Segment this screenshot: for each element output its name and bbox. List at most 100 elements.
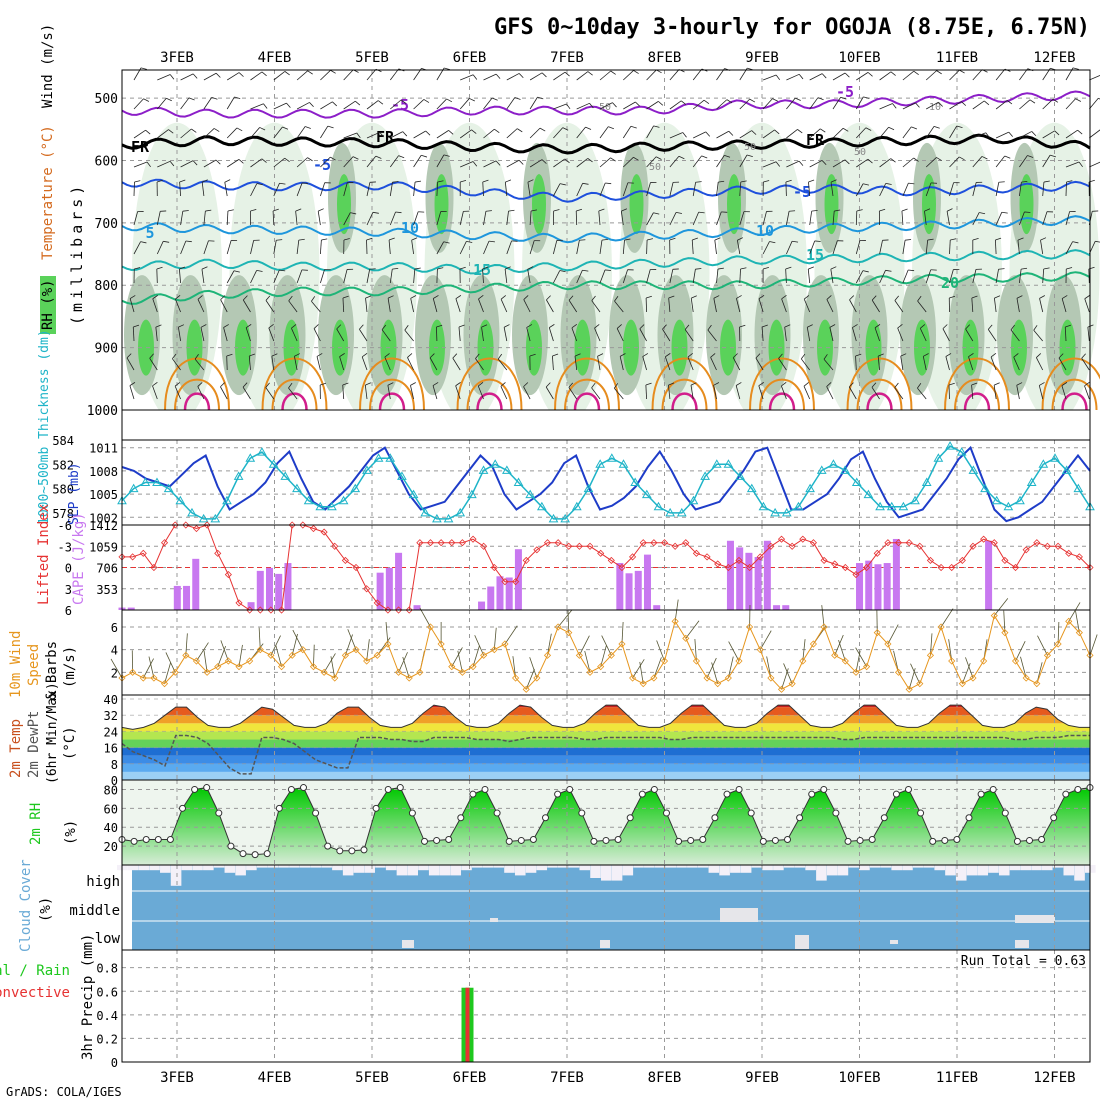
wind-barb-flag: [718, 180, 725, 183]
wind-barb: [942, 328, 950, 342]
li-point: [990, 539, 998, 547]
wind-barb: [917, 300, 927, 313]
surface-wind-barb: [110, 658, 123, 679]
li-point: [1011, 563, 1020, 572]
thickness-point: [688, 495, 699, 505]
bottom-day-label: 11FEB: [936, 1070, 978, 1086]
surface-wind-barb: [270, 635, 281, 656]
wind-barb-flag: [336, 324, 342, 330]
rh-point: [1001, 809, 1009, 817]
wind-barb: [296, 269, 303, 284]
wind-barb-flag: [304, 126, 311, 129]
wind-barb: [879, 158, 892, 168]
wind-barb: [917, 387, 927, 400]
wind-barb-flag: [1001, 211, 1008, 214]
rh-point: [626, 814, 634, 822]
rh-shade-dark: [574, 319, 591, 376]
li-point: [650, 539, 658, 547]
li-point: [597, 549, 605, 557]
wind-barb: [832, 240, 838, 255]
thickness-point: [676, 507, 687, 517]
wind-barb: [832, 159, 846, 168]
cloud-bar: [160, 865, 171, 873]
wind-barb: [949, 69, 960, 81]
wind-speed-point: [1033, 680, 1041, 688]
surface-wind-barb: [529, 657, 538, 679]
contour-label: 10: [929, 102, 941, 113]
thickness-point: [175, 495, 186, 505]
cloud-axis-label-text: Cloud Cover: [18, 859, 34, 952]
rh-shade-dark: [817, 319, 833, 376]
wind-barb: [762, 211, 767, 226]
wind-barb: [591, 300, 601, 313]
wind-barb-flag: [1078, 161, 1083, 168]
rh-point: [820, 785, 828, 793]
wind-barb-flag: [1021, 267, 1028, 270]
wind-barb: [548, 327, 554, 342]
wind-barb: [894, 387, 904, 400]
surface-wind-barb: [579, 635, 590, 656]
wind-barb: [320, 101, 333, 110]
wind-barb-flag: [200, 324, 207, 328]
cape-tick-label: 706: [96, 562, 118, 576]
pressure-tick-label: 800: [95, 279, 118, 294]
wind-barb: [1065, 241, 1073, 255]
isotherm-30: [1051, 378, 1098, 411]
thickness-point: [1038, 459, 1049, 468]
wind-barb: [925, 182, 932, 197]
slp-axis-label-text: SLP (mb): [67, 462, 82, 525]
surface-wind-barb: [766, 656, 772, 679]
wind-barb-flag: [913, 70, 919, 75]
wind-barb: [803, 298, 811, 313]
surface-wind-barb: [930, 633, 933, 656]
wind-barb: [336, 328, 345, 342]
cloud-bar: [525, 865, 537, 873]
top-day-label: 7FEB: [550, 50, 584, 66]
cloud-bar: [945, 865, 956, 876]
wind-barb-flag: [987, 324, 993, 330]
wind-barb-flag: [938, 101, 943, 107]
wind-speed-point: [501, 640, 509, 648]
cloud-bar: [289, 865, 300, 868]
li-point: [586, 542, 594, 550]
rh-point: [166, 836, 174, 843]
wind-barb-flag: [313, 324, 319, 329]
cloud-bar: [557, 865, 569, 868]
wind-barb: [785, 268, 787, 284]
wind-barb: [179, 182, 181, 197]
wind-speed-point: [320, 668, 328, 676]
li-point: [416, 539, 424, 547]
li-point: [735, 556, 743, 564]
precip-tick-label: 0.4: [96, 1009, 118, 1023]
wind-barb-flag: [665, 353, 671, 358]
cape-bar: [985, 540, 993, 610]
wind-barb-flag: [238, 72, 244, 77]
li-point: [182, 521, 190, 529]
wind-barb-flag: [400, 99, 407, 104]
rh-point: [663, 809, 670, 817]
precip-tick-label: 0.2: [96, 1032, 118, 1046]
wind-barb-flag: [990, 353, 997, 358]
wind-speed-point: [799, 657, 807, 665]
wind-barb-flag: [971, 382, 978, 386]
thickness-point: [886, 501, 897, 511]
surface-wind-barb: [366, 639, 370, 662]
wind-speed-point: [192, 657, 201, 665]
wind-barb-flag: [332, 101, 338, 107]
chart-title: GFS 0~10day 3-hourly for OGOJA (8.75E, 6…: [494, 15, 1090, 40]
wind-barb: [832, 211, 835, 226]
rh-point: [372, 804, 380, 812]
wind-speed-point: [246, 657, 254, 665]
wind-barb-flag: [155, 324, 162, 328]
wind-barb: [668, 298, 671, 313]
cloud-bar: [579, 865, 591, 871]
wind-barb-flag: [302, 182, 309, 184]
li-point: [714, 560, 722, 568]
wind-barb: [713, 385, 717, 400]
cloud-patch: [1015, 940, 1029, 948]
wind-barb: [478, 298, 484, 313]
contour-label: 50: [649, 162, 661, 173]
bottom-day-label: 3FEB: [160, 1070, 194, 1086]
wind-barb-flag: [968, 353, 974, 358]
wind-barb: [343, 182, 348, 197]
